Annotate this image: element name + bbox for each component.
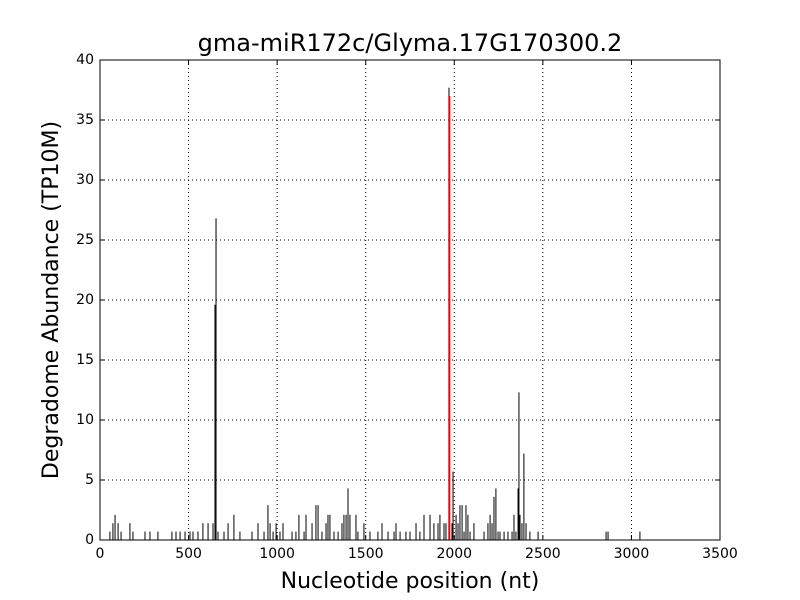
y-tick-label: 35 xyxy=(76,112,94,128)
chart-title: gma-miR172c/Glyma.17G170300.2 xyxy=(198,29,623,57)
x-axis-label: Nucleotide position (nt) xyxy=(281,569,540,594)
x-tick-label: 500 xyxy=(175,546,202,562)
y-tick-label: 15 xyxy=(76,352,94,368)
plot-frame xyxy=(99,59,721,541)
x-tick-label: 0 xyxy=(96,546,105,562)
y-tick-label: 20 xyxy=(76,292,94,308)
y-tick-label: 10 xyxy=(76,412,94,428)
y-tick-label: 25 xyxy=(76,232,94,248)
y-axis-label: Degradome Abundance (TP10M) xyxy=(39,121,64,479)
y-tick-label: 5 xyxy=(85,472,94,488)
y-tick-label: 40 xyxy=(76,52,94,68)
y-tick-label: 0 xyxy=(85,532,94,548)
x-tick-label: 1000 xyxy=(259,546,295,562)
x-tick-label: 2500 xyxy=(525,546,561,562)
x-tick-label: 1500 xyxy=(348,546,384,562)
x-tick-label: 2000 xyxy=(436,546,472,562)
x-tick-label: 3500 xyxy=(702,546,738,562)
x-tick-label: 3000 xyxy=(614,546,650,562)
y-tick-label: 30 xyxy=(76,172,94,188)
